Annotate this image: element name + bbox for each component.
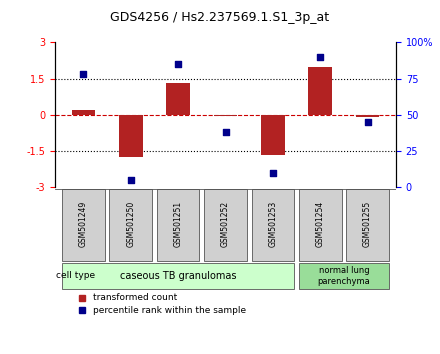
Bar — [356, 115, 379, 117]
Text: GSM501253: GSM501253 — [268, 201, 277, 247]
Text: GSM501254: GSM501254 — [316, 201, 325, 247]
Bar — [308, 67, 332, 115]
FancyBboxPatch shape — [110, 189, 152, 261]
FancyBboxPatch shape — [62, 189, 105, 261]
Text: caseous TB granulomas: caseous TB granulomas — [120, 271, 236, 281]
FancyBboxPatch shape — [252, 189, 294, 261]
Bar — [166, 84, 190, 115]
Point — [364, 119, 371, 125]
Bar — [261, 115, 285, 154]
Bar — [72, 110, 95, 115]
Point — [222, 129, 229, 135]
FancyBboxPatch shape — [62, 263, 294, 289]
Text: GSM501251: GSM501251 — [174, 201, 183, 247]
FancyBboxPatch shape — [346, 189, 389, 261]
Point — [175, 61, 182, 67]
Point — [269, 170, 276, 176]
FancyBboxPatch shape — [204, 189, 247, 261]
Text: GSM501255: GSM501255 — [363, 201, 372, 247]
Text: GSM501250: GSM501250 — [126, 201, 135, 247]
Text: GSM501249: GSM501249 — [79, 201, 88, 247]
Point — [80, 72, 87, 77]
FancyBboxPatch shape — [299, 263, 389, 289]
Text: normal lung
parenchyma: normal lung parenchyma — [318, 266, 370, 286]
Text: percentile rank within the sample: percentile rank within the sample — [92, 306, 246, 315]
FancyBboxPatch shape — [157, 189, 199, 261]
FancyBboxPatch shape — [299, 189, 341, 261]
Bar — [214, 115, 237, 116]
Text: cell type: cell type — [56, 271, 95, 280]
Text: GSM501252: GSM501252 — [221, 201, 230, 247]
Text: transformed count: transformed count — [92, 293, 177, 302]
Bar — [119, 115, 143, 157]
Point — [127, 177, 134, 183]
Text: GDS4256 / Hs2.237569.1.S1_3p_at: GDS4256 / Hs2.237569.1.S1_3p_at — [110, 11, 330, 24]
Point — [317, 54, 324, 60]
